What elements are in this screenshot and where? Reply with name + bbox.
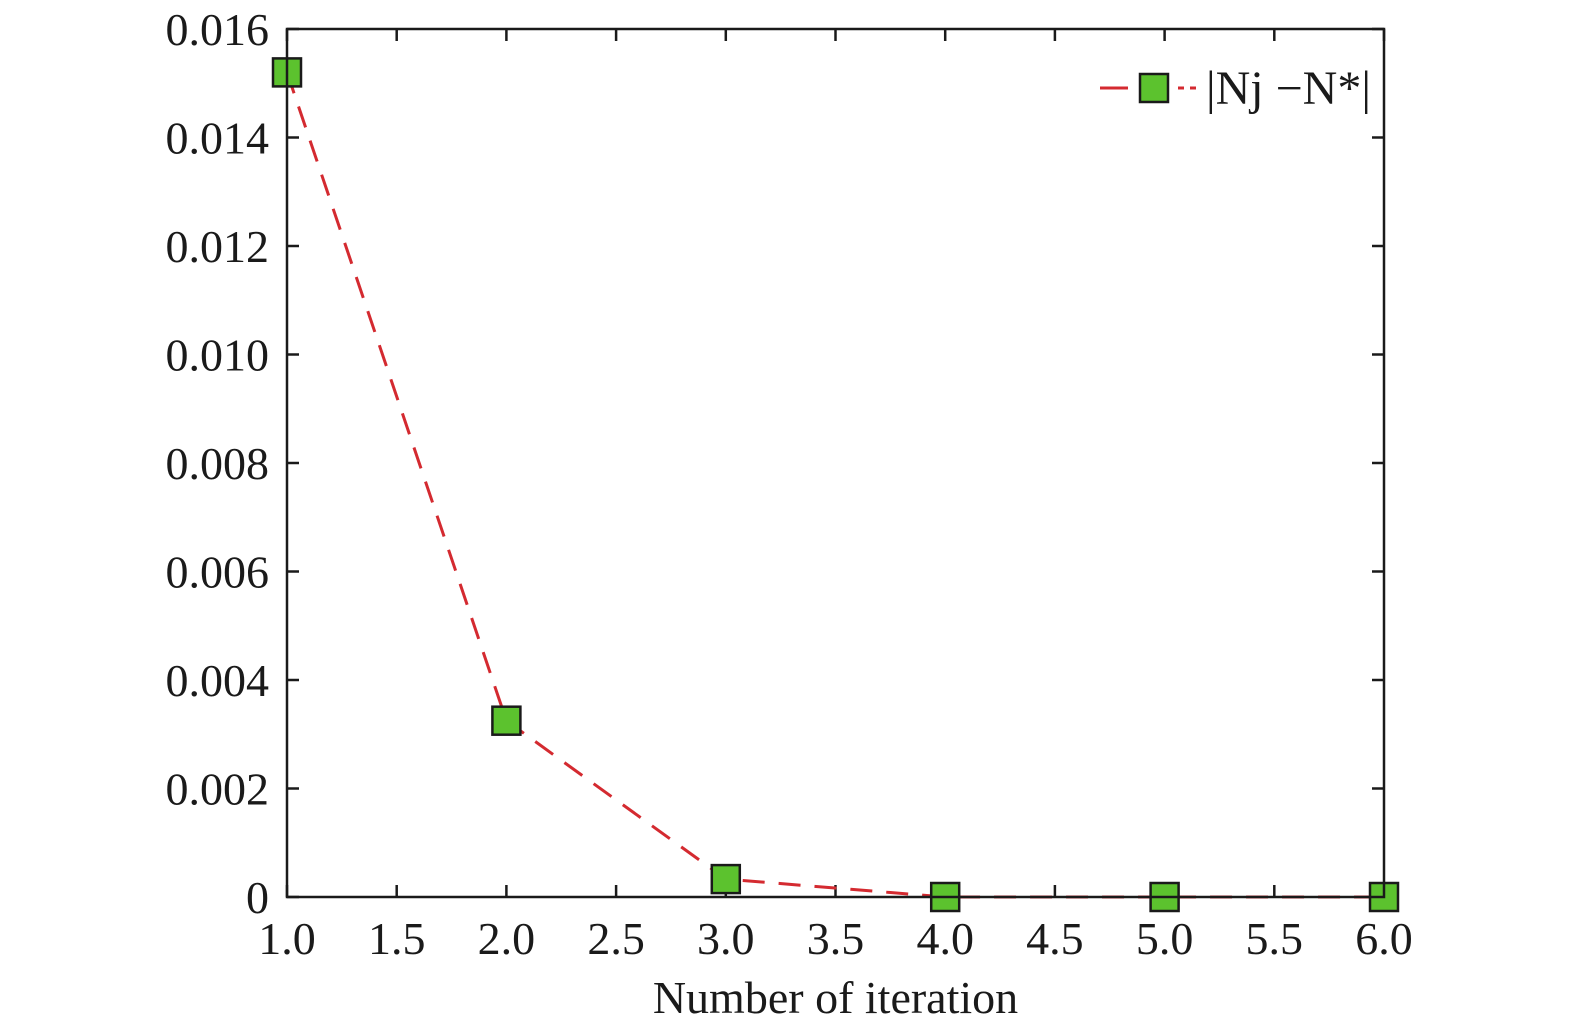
x-tick-label: 2.0 bbox=[478, 913, 536, 964]
series-line bbox=[285, 71, 1384, 899]
x-tick-label: 3.5 bbox=[807, 913, 865, 964]
x-tick-label: 1.5 bbox=[368, 913, 426, 964]
series-markers bbox=[271, 57, 1400, 913]
y-tick-label: 0.004 bbox=[166, 655, 270, 706]
y-tick-label: 0.014 bbox=[166, 113, 270, 164]
x-axis-label: Number of iteration bbox=[653, 972, 1018, 1023]
x-tick-label: 5.0 bbox=[1136, 913, 1194, 964]
x-tick-labels: 1.0 1.5 2.0 2.5 3.0 3.5 4.0 4.5 5.0 5.5 6.0 bbox=[258, 913, 1413, 964]
y-tick-label: 0 bbox=[246, 872, 269, 923]
x-tick-label: 4.5 bbox=[1026, 913, 1084, 964]
y-tick-label: 0.002 bbox=[166, 764, 270, 815]
legend-marker bbox=[1138, 72, 1170, 104]
y-tick-label: 0.010 bbox=[166, 330, 270, 381]
legend: |Nj −N*| bbox=[1100, 62, 1371, 115]
x-tick-label: 5.5 bbox=[1246, 913, 1304, 964]
y-tick-label: 0.008 bbox=[166, 438, 270, 489]
data-point bbox=[710, 863, 742, 895]
legend-label: |Nj −N*| bbox=[1206, 62, 1371, 115]
x-tick-label: 1.0 bbox=[258, 913, 316, 964]
y-tick-label: 0.016 bbox=[166, 4, 270, 55]
x-tick-label: 4.0 bbox=[916, 913, 974, 964]
y-tick-labels: 0 0.002 0.004 0.006 0.008 0.010 0.012 0.014 0.01… bbox=[166, 4, 270, 923]
data-point bbox=[491, 705, 522, 736]
axis-ticks bbox=[285, 27, 1386, 899]
x-tick-label: 6.0 bbox=[1355, 913, 1413, 964]
x-tick-label: 2.5 bbox=[587, 913, 645, 964]
x-tick-label: 3.0 bbox=[697, 913, 755, 964]
plot-frame bbox=[285, 27, 1386, 899]
y-tick-label: 0.006 bbox=[166, 547, 270, 598]
y-tick-label: 0.012 bbox=[166, 221, 270, 272]
